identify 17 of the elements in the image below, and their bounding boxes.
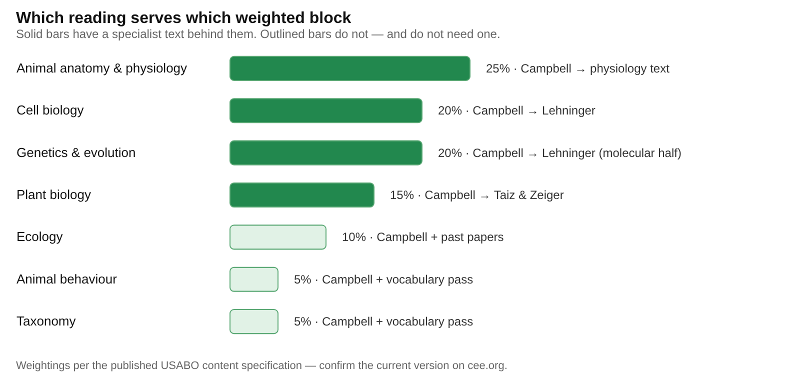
y-tick-label: Animal anatomy & physiology [16,60,188,76]
chart-title: Which reading serves which weighted block [16,10,352,27]
y-tick-label: Cell biology [16,102,84,118]
data-label: 5% · Campbell + vocabulary pass [294,272,474,286]
chart-subtitle: Solid bars have a specialist text behind them. Outlined bars do not — and do not need one. [16,27,500,41]
data-label: 25% · Campbell → physiology text [486,61,670,76]
y-tick-label: Taxonomy [16,314,76,329]
data-label: 20% · Campbell → Lehninger [438,104,596,118]
data-label: 10% · Campbell + past papers [342,230,504,244]
data-label: 5% · Campbell + vocabulary pass [294,314,474,329]
text: Weightings per the published USABO content specification — confirm the current version on cee.org. [16,360,508,372]
y-tick-label: Animal behaviour [16,271,118,286]
y-tick-label: Genetics & evolution [16,144,136,160]
data-label: 20% · Campbell → Lehninger (molecular half) [438,146,682,160]
data-label: 15% · Campbell → Taiz & Zeiger [390,188,564,202]
y-tick-label: Plant biology [16,187,92,202]
y-tick-label: Ecology [16,229,64,244]
